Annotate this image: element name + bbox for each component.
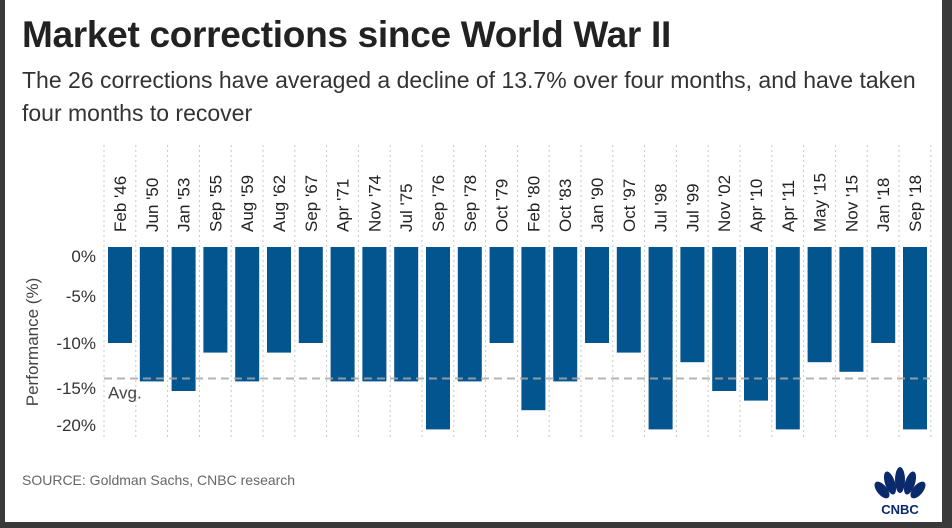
x-tick-label: Nov '74 <box>365 175 384 232</box>
bar-nov02 <box>712 247 737 391</box>
bar-oct83 <box>553 247 578 382</box>
x-tick-label: Sep '18 <box>906 175 925 232</box>
bar-nov15 <box>839 247 864 372</box>
x-tick-label: Jan '90 <box>588 178 607 232</box>
x-tick-label: Jan '53 <box>175 178 194 232</box>
x-tick-label: Sep '78 <box>461 175 480 232</box>
y-tick-label: -10% <box>56 334 96 353</box>
x-tick-label: Apr '11 <box>779 180 798 232</box>
x-tick-label: Jul '98 <box>652 183 671 232</box>
average-label: Avg. <box>108 384 142 403</box>
x-tick-label: Oct '97 <box>620 179 639 232</box>
bar-may15 <box>807 247 832 363</box>
x-tick-label: Apr '10 <box>747 179 766 232</box>
bar-jun50 <box>139 247 164 382</box>
bar-sep18 <box>903 247 927 430</box>
y-tick-label: -15% <box>56 379 96 398</box>
bar-jan18 <box>871 247 896 343</box>
bar-oct79 <box>489 247 514 343</box>
bar-aug59 <box>235 247 260 382</box>
bar-apr10 <box>744 247 768 401</box>
bar-aug62 <box>267 247 291 353</box>
bar-feb80 <box>521 247 546 411</box>
x-tick-label: Aug '62 <box>270 175 289 232</box>
source-note: SOURCE: Goldman Sachs, CNBC research <box>22 472 296 488</box>
x-tick-label: Nov '02 <box>715 175 734 232</box>
bar-jul75 <box>394 247 419 382</box>
x-tick-label: Sep '67 <box>302 175 321 232</box>
cnbc-logo: CNBC <box>874 467 926 516</box>
bar-sep67 <box>298 247 323 343</box>
x-tick-label: May '15 <box>811 173 830 232</box>
bar-sep76 <box>426 247 450 430</box>
y-tick-label: -5% <box>66 287 96 306</box>
bar-feb46 <box>108 247 132 343</box>
page-title: Market corrections since World War II <box>22 14 671 55</box>
x-tick-label: Sep '76 <box>429 175 448 232</box>
bar-apr71 <box>330 247 355 382</box>
x-tick-label: Jun '50 <box>143 178 162 232</box>
bar-jul99 <box>680 247 705 363</box>
x-tick-label: Aug '59 <box>238 175 257 232</box>
subtitle: The 26 corrections have averaged a decli… <box>22 67 916 126</box>
x-tick-label: Nov '15 <box>842 175 861 232</box>
y-tick-label: 0% <box>71 247 96 266</box>
x-tick-label: Sep '55 <box>206 175 225 232</box>
svg-text:CNBC: CNBC <box>881 502 919 516</box>
y-tick-label: -20% <box>56 416 96 435</box>
y-axis-label: Performance (%) <box>23 278 42 406</box>
x-tick-label: Jul '99 <box>683 183 702 232</box>
bar-nov74 <box>362 247 387 382</box>
x-tick-label: Apr '71 <box>334 179 353 232</box>
bar-oct97 <box>616 247 641 353</box>
bar-jul98 <box>648 247 673 430</box>
bar-sep78 <box>457 247 482 382</box>
bar-jan90 <box>585 247 609 343</box>
x-tick-label: Feb '80 <box>524 176 543 232</box>
bar-sep55 <box>203 247 228 353</box>
bar-jan53 <box>171 247 196 391</box>
x-tick-label: Feb '46 <box>111 176 130 232</box>
x-tick-label: Jan '18 <box>874 178 893 232</box>
bar-apr11 <box>775 247 800 430</box>
x-tick-label: Oct '83 <box>556 179 575 232</box>
x-tick-label: Oct '79 <box>493 179 512 232</box>
x-tick-label: Jul '75 <box>397 183 416 232</box>
